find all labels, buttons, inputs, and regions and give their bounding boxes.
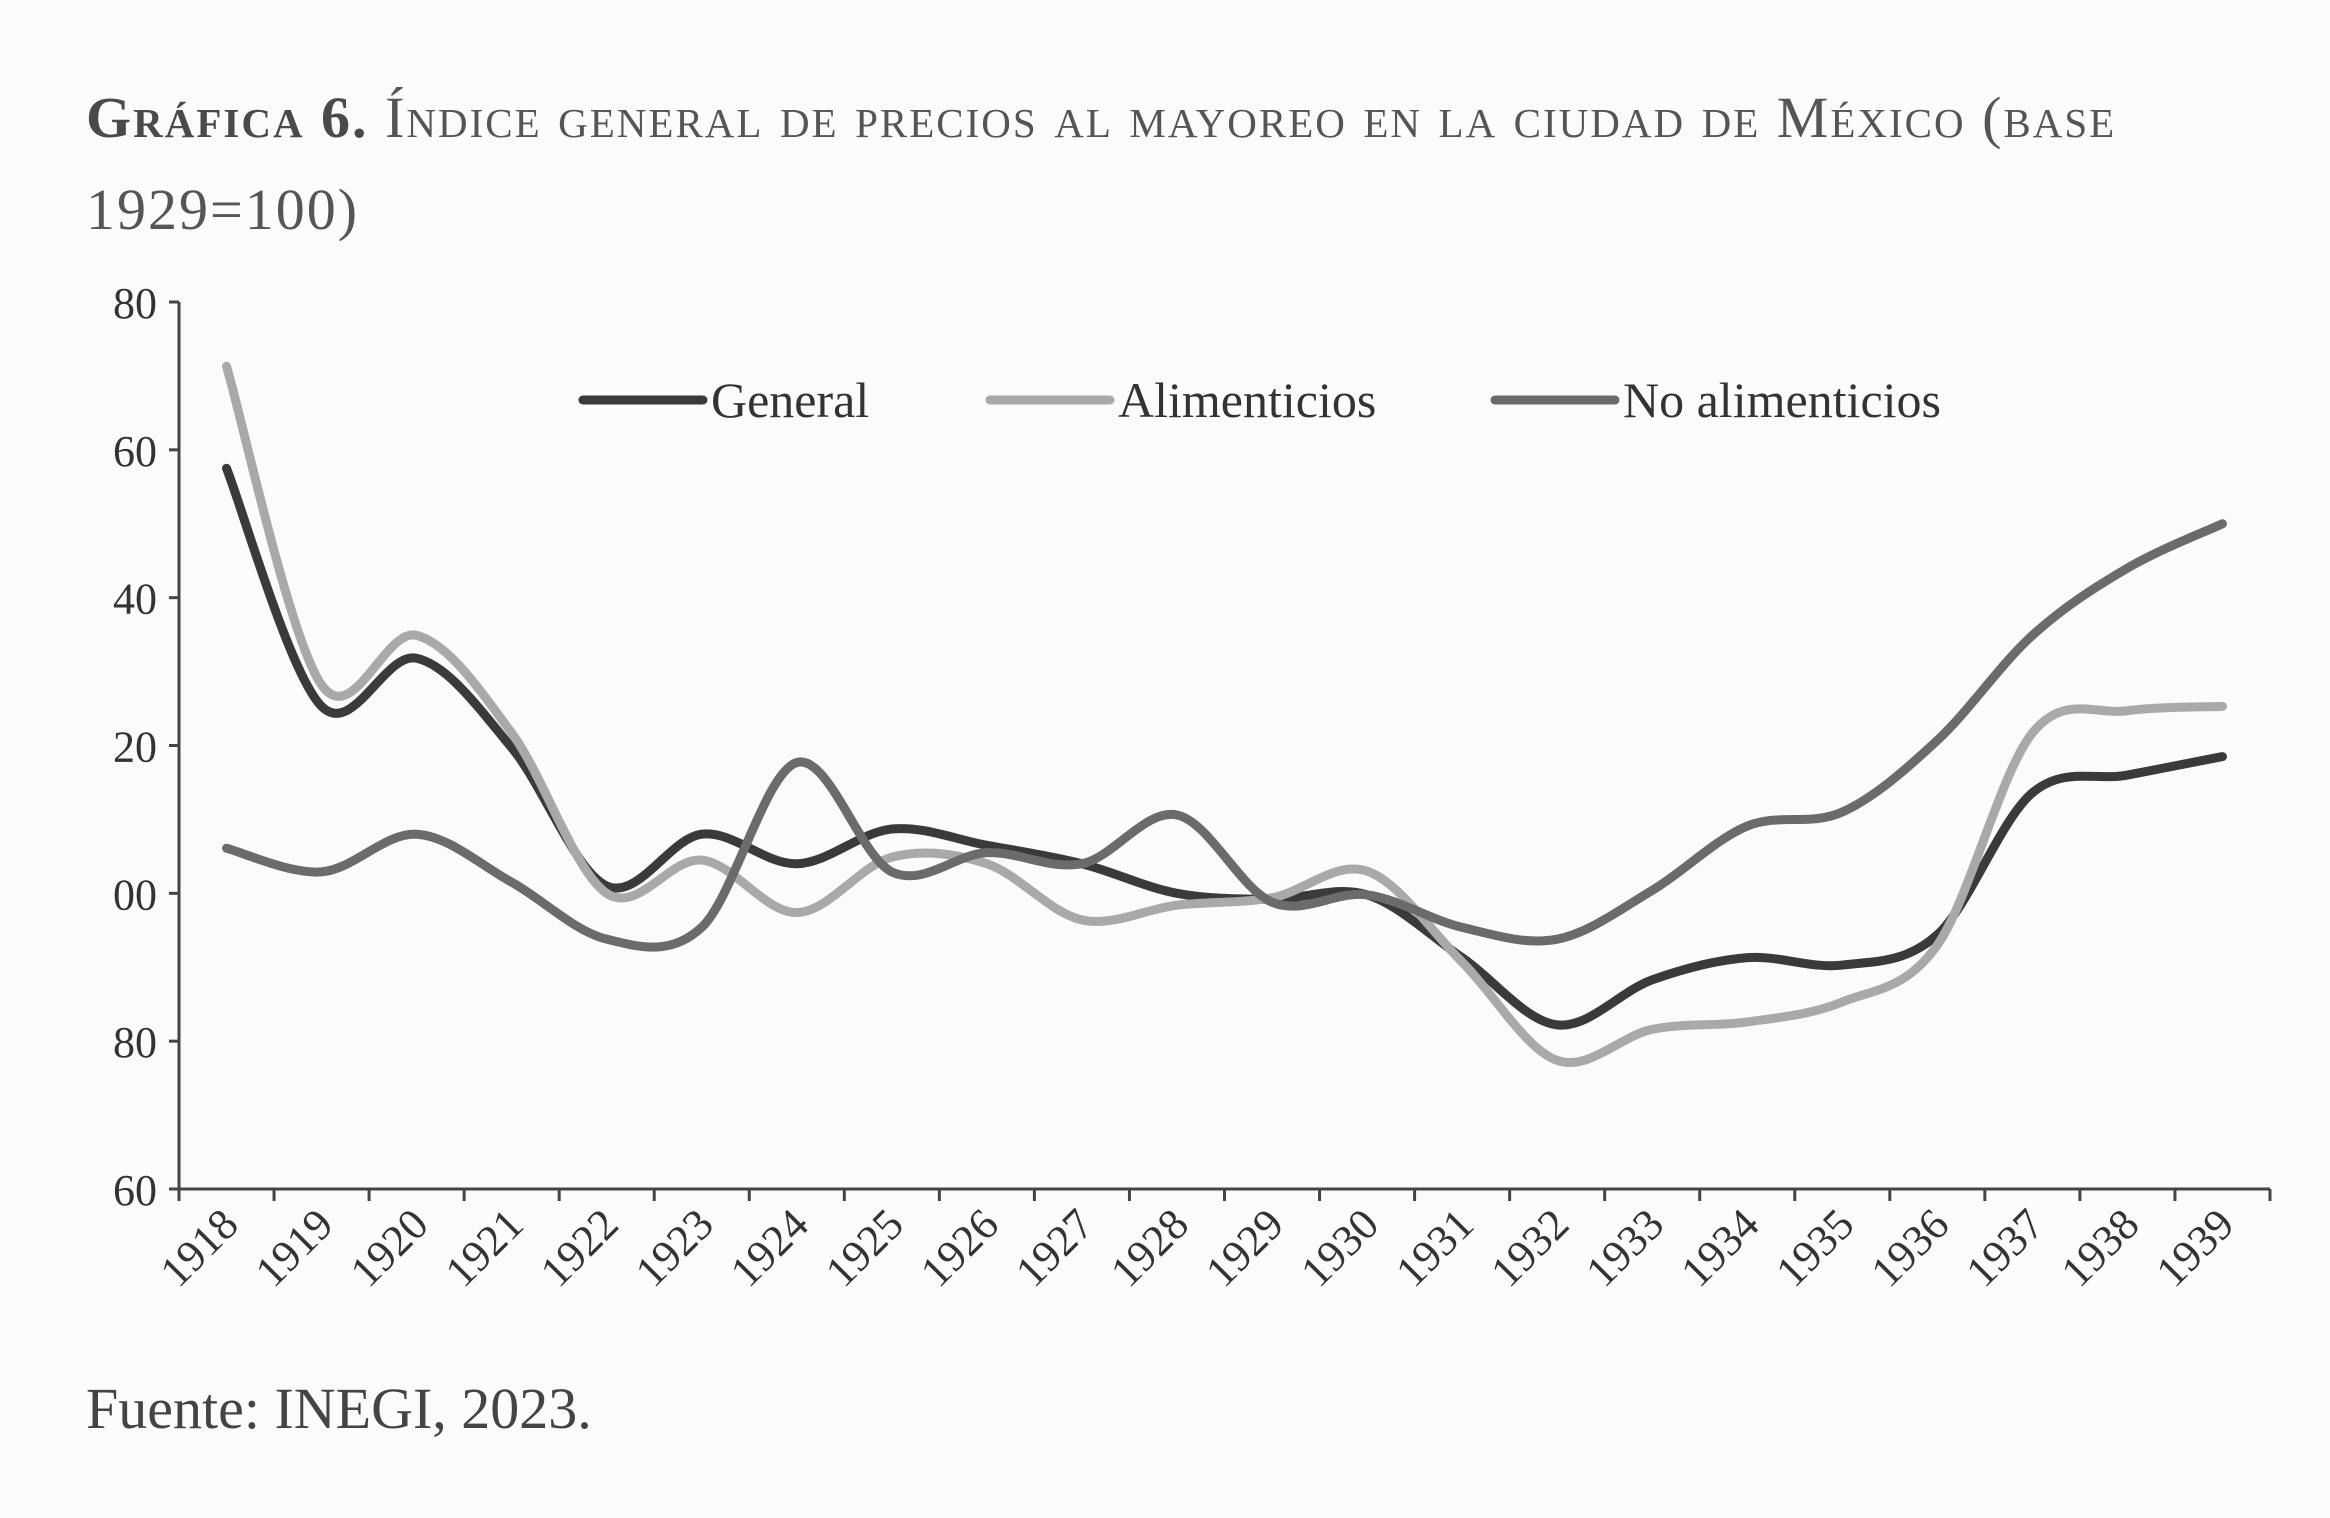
x-tick-label: 1929 [1196, 1199, 1293, 1296]
y-tick-label: 20 [113, 723, 157, 772]
x-tick-label: 1939 [2147, 1199, 2244, 1296]
y-tick-label: 40 [113, 575, 157, 624]
x-tick-label: 1926 [911, 1199, 1008, 1296]
x-tick-label: 1937 [1957, 1199, 2054, 1296]
y-tick-label: 00 [113, 870, 157, 919]
x-tick-label: 1919 [246, 1199, 343, 1296]
x-tick-label: 1933 [1576, 1199, 1673, 1296]
x-tick-label: 1928 [1101, 1199, 1198, 1296]
x-tick-label: 1927 [1006, 1199, 1103, 1296]
source: Fuente: INEGI, 2023. [86, 1376, 592, 1441]
title-text: Índice general de precios al mayoreo en … [86, 85, 2117, 242]
legend-label: Alimenticios [1118, 372, 1376, 428]
x-tick-label: 1923 [626, 1199, 723, 1296]
y-tick-label: 60 [113, 427, 157, 476]
y-tick-label: 60 [113, 1166, 157, 1215]
x-tick-label: 1936 [1862, 1199, 1959, 1296]
legend-label: No alimenticios [1623, 372, 1941, 428]
x-tick-label: 1920 [341, 1199, 438, 1296]
x-tick-label: 1924 [721, 1199, 818, 1296]
line-series [222, 361, 2227, 1067]
title-label: Gráfica 6. [86, 85, 369, 150]
x-tick-label: 1931 [1386, 1199, 1483, 1296]
x-tick-label: 1930 [1291, 1199, 1388, 1296]
line-series [222, 463, 2227, 1030]
x-tick-label: 1918 [151, 1199, 248, 1296]
x-tick-label: 1921 [436, 1199, 533, 1296]
x-tick-label: 1932 [1481, 1199, 1578, 1296]
line-series [222, 519, 2227, 952]
x-tick-label: 1935 [1766, 1199, 1863, 1296]
x-tick-label: 1925 [816, 1199, 913, 1296]
x-tick-label: 1934 [1671, 1199, 1768, 1296]
y-tick-label: 80 [113, 1018, 157, 1067]
x-tick-label: 1922 [531, 1199, 628, 1296]
chart-title: Gráfica 6. Índice general de precios al … [86, 72, 2266, 256]
legend-label: General [711, 372, 869, 428]
x-tick-label: 1938 [2052, 1199, 2149, 1296]
y-tick-label: 80 [113, 279, 157, 328]
